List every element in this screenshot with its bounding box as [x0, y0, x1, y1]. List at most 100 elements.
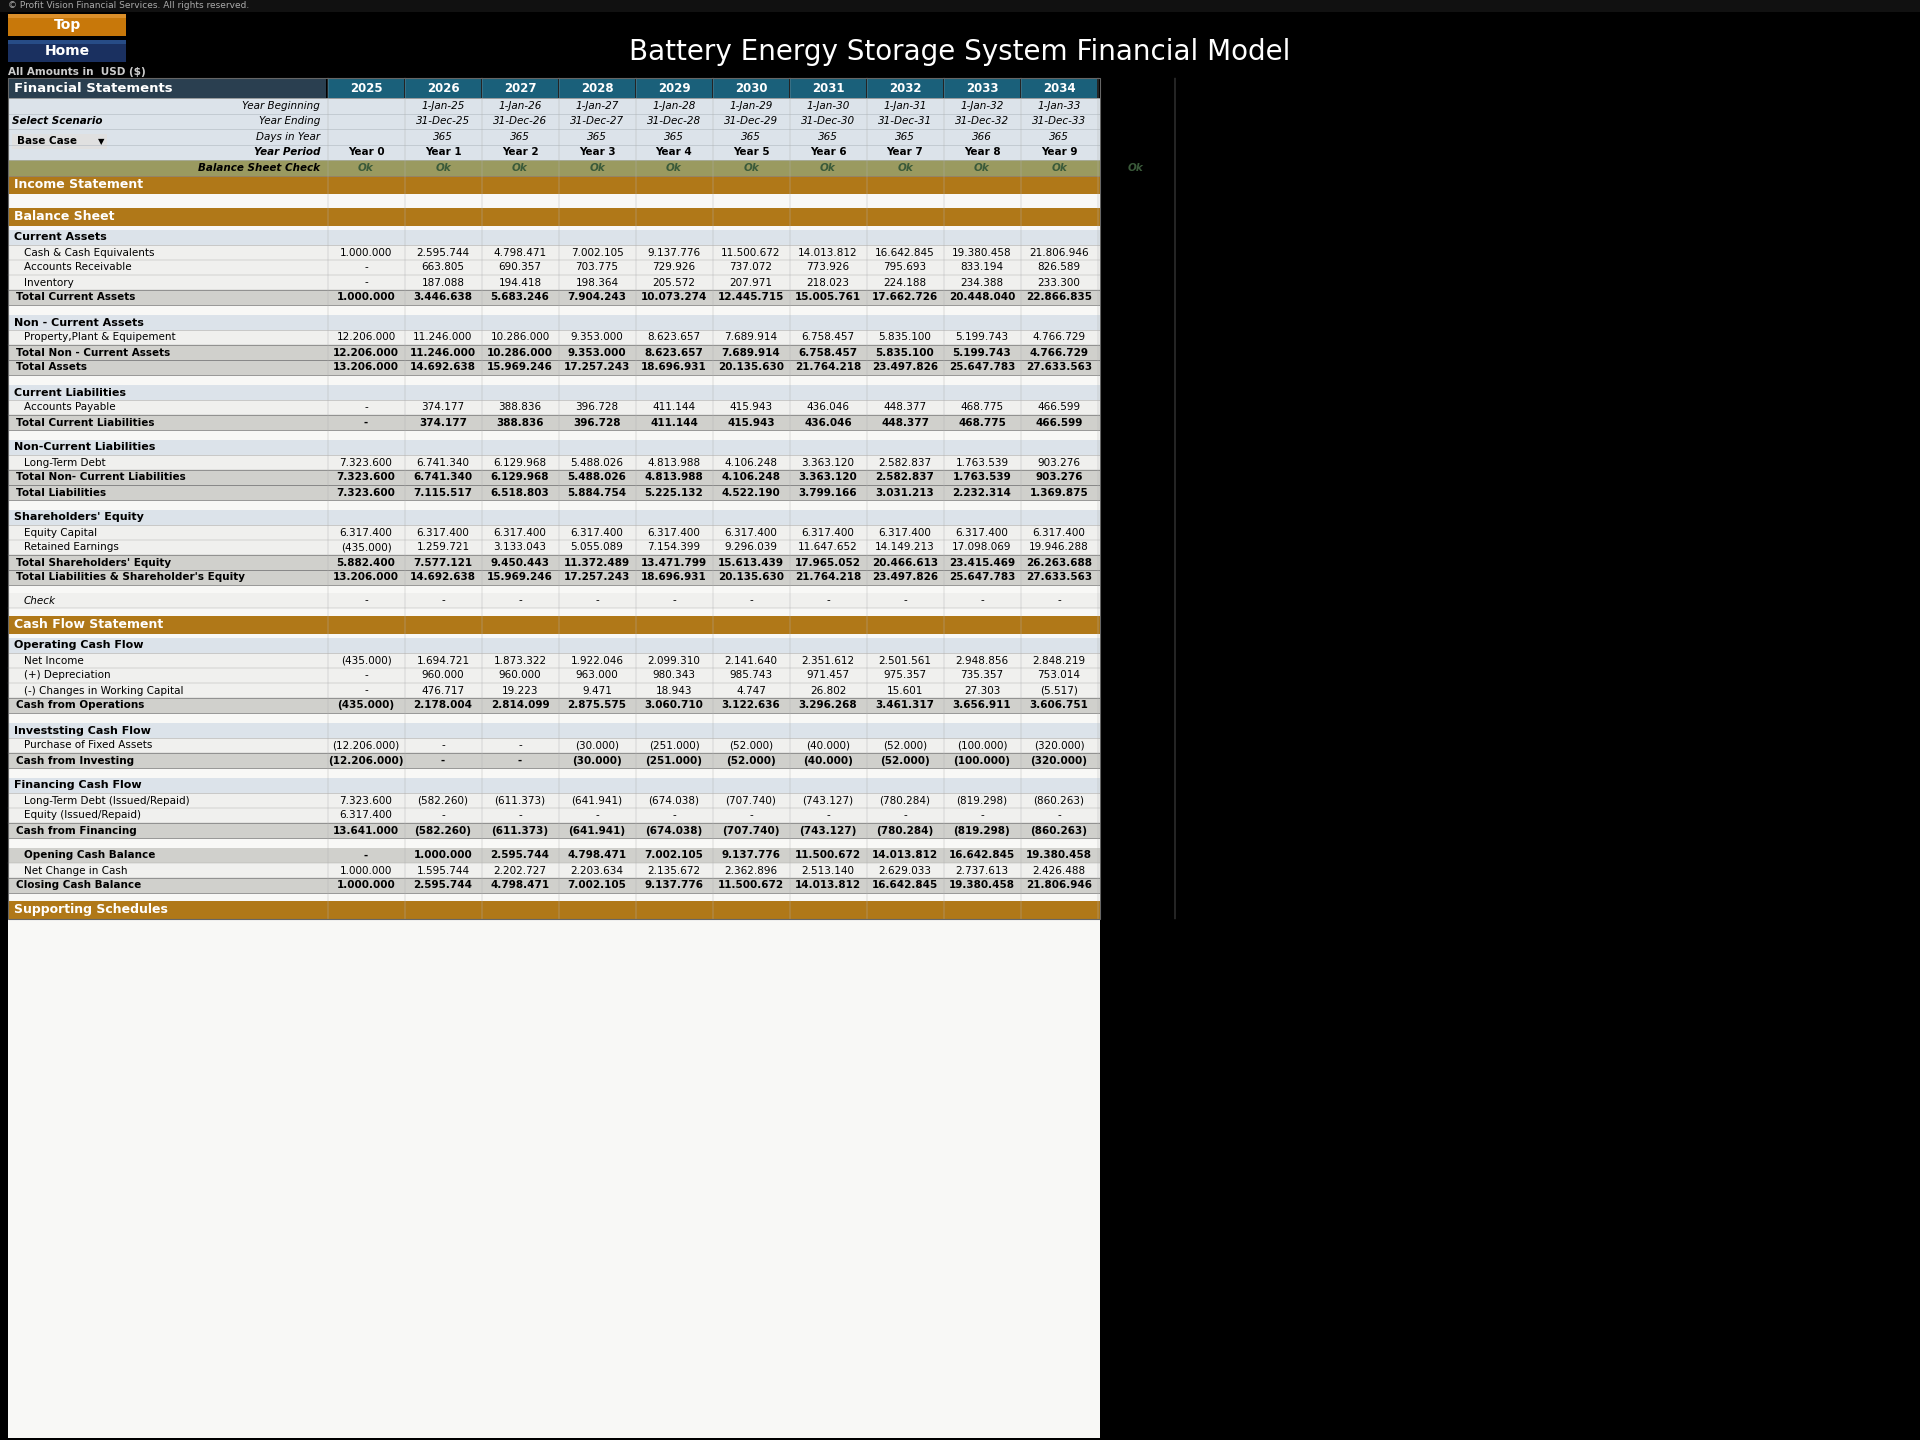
- Text: Total Non- Current Liabilities: Total Non- Current Liabilities: [15, 472, 186, 482]
- Bar: [8, 374, 1100, 384]
- Text: (40.000): (40.000): [806, 740, 851, 750]
- Text: Shareholders' Equity: Shareholders' Equity: [13, 513, 144, 523]
- Text: 3.363.120: 3.363.120: [801, 458, 854, 468]
- Text: Investsting Cash Flow: Investsting Cash Flow: [13, 726, 152, 736]
- Text: 737.072: 737.072: [730, 262, 772, 272]
- Text: -: -: [1135, 458, 1139, 468]
- Text: Closing Cash Balance: Closing Cash Balance: [15, 880, 142, 890]
- Text: 6.317.400: 6.317.400: [417, 527, 468, 537]
- Bar: [712, 78, 789, 98]
- Text: 194.418: 194.418: [499, 278, 541, 288]
- Text: 25.647.783: 25.647.783: [948, 573, 1016, 583]
- Text: © Profit Vision Financial Services. All rights reserved.: © Profit Vision Financial Services. All …: [8, 1, 250, 10]
- Text: 4.813.988: 4.813.988: [647, 458, 701, 468]
- Bar: [8, 207, 1100, 226]
- Text: 21.806.946: 21.806.946: [1025, 880, 1092, 890]
- Bar: [8, 668, 1100, 683]
- Text: Ok: Ok: [513, 163, 528, 173]
- Text: Total Current Liabilities: Total Current Liabilities: [15, 418, 154, 428]
- Text: 5.199.743: 5.199.743: [952, 347, 1012, 357]
- Text: 22.866.835: 22.866.835: [1025, 292, 1092, 302]
- Text: 365: 365: [434, 131, 453, 141]
- Text: 19.380.458: 19.380.458: [952, 248, 1012, 258]
- Text: 6.129.968: 6.129.968: [492, 472, 549, 482]
- Text: 2.814.099: 2.814.099: [492, 700, 549, 710]
- Text: 9.137.776: 9.137.776: [645, 880, 703, 890]
- Bar: [8, 455, 1100, 469]
- Text: Supporting Schedules: Supporting Schedules: [13, 903, 167, 916]
- Text: 3.446.638: 3.446.638: [413, 292, 472, 302]
- Text: 8.623.657: 8.623.657: [647, 333, 701, 343]
- Text: 415.943: 415.943: [730, 403, 772, 412]
- Text: 6.317.400: 6.317.400: [801, 527, 854, 537]
- Text: 26.802: 26.802: [810, 685, 847, 696]
- Text: (52.000): (52.000): [883, 740, 927, 750]
- Bar: [8, 901, 1100, 919]
- Bar: [8, 384, 1100, 400]
- Text: (100.000): (100.000): [956, 740, 1008, 750]
- Text: 3.119.985: 3.119.985: [1110, 655, 1164, 665]
- Text: 4.106.248: 4.106.248: [722, 472, 781, 482]
- Text: 903.276: 903.276: [1035, 472, 1083, 482]
- Text: 8.623.657: 8.623.657: [645, 347, 703, 357]
- Text: 21.806.946: 21.806.946: [1029, 248, 1089, 258]
- Text: 31-Dec-28: 31-Dec-28: [647, 117, 701, 127]
- Text: -: -: [749, 596, 753, 605]
- Text: 17.965.052: 17.965.052: [795, 557, 860, 567]
- Text: (903.276): (903.276): [1108, 825, 1165, 835]
- Text: 980.343: 980.343: [653, 671, 695, 681]
- Text: (707.740): (707.740): [726, 795, 776, 805]
- Text: 234.388: 234.388: [960, 278, 1004, 288]
- Text: 6.317.400: 6.317.400: [879, 527, 931, 537]
- Text: 19.380.458: 19.380.458: [948, 880, 1016, 890]
- Text: Year 6: Year 6: [810, 147, 847, 157]
- Text: 4.106.248: 4.106.248: [724, 458, 778, 468]
- Bar: [8, 768, 1100, 778]
- Text: Select Scenario: Select Scenario: [12, 117, 102, 127]
- Text: Non - Current Assets: Non - Current Assets: [13, 317, 144, 327]
- Text: Year 4: Year 4: [655, 147, 693, 157]
- Text: 468.775: 468.775: [958, 418, 1006, 428]
- Bar: [8, 526, 1100, 540]
- Text: 436.046: 436.046: [804, 418, 852, 428]
- Text: -: -: [365, 262, 369, 272]
- Text: 411.144: 411.144: [651, 418, 699, 428]
- Text: 25.647.783: 25.647.783: [948, 363, 1016, 373]
- Text: 3.606.751: 3.606.751: [1029, 700, 1089, 710]
- Text: Top: Top: [54, 17, 81, 32]
- Bar: [8, 540, 1100, 554]
- Text: Home: Home: [44, 45, 90, 58]
- Bar: [8, 400, 1100, 415]
- Text: 365: 365: [818, 131, 837, 141]
- Text: (251.000): (251.000): [645, 756, 703, 766]
- Text: Year 8: Year 8: [964, 147, 1000, 157]
- Text: 10.286.000: 10.286.000: [488, 347, 553, 357]
- Text: (674.038): (674.038): [649, 795, 699, 805]
- Text: Total Liabilities & Shareholder's Equity: Total Liabilities & Shareholder's Equity: [15, 573, 246, 583]
- Text: 366: 366: [972, 131, 993, 141]
- Bar: [945, 78, 1020, 98]
- Text: 4.798.471: 4.798.471: [568, 851, 626, 861]
- Text: 23.066.273: 23.066.273: [1106, 543, 1165, 553]
- Text: 11.372.489: 11.372.489: [564, 557, 630, 567]
- Text: 1.000.000: 1.000.000: [413, 851, 472, 861]
- Text: 218.023: 218.023: [806, 278, 849, 288]
- Text: 690.357: 690.357: [499, 262, 541, 272]
- Text: 971.457: 971.457: [806, 671, 849, 681]
- Text: 6.741.340: 6.741.340: [417, 458, 470, 468]
- Text: 5.225.132: 5.225.132: [645, 488, 703, 497]
- Text: 1.259.721: 1.259.721: [417, 543, 470, 553]
- Text: Year 0: Year 0: [348, 147, 384, 157]
- Text: 13.206.000: 13.206.000: [332, 363, 399, 373]
- Text: 4.766.729: 4.766.729: [1029, 347, 1089, 357]
- Text: 466.599: 466.599: [1037, 403, 1081, 412]
- Text: 205.572: 205.572: [653, 278, 695, 288]
- Text: (30.000): (30.000): [572, 756, 622, 766]
- Text: 31-Dec-31: 31-Dec-31: [877, 117, 931, 127]
- Text: Year Period: Year Period: [253, 147, 321, 157]
- Text: 198.364: 198.364: [576, 278, 618, 288]
- Bar: [789, 78, 866, 98]
- Text: Year 2: Year 2: [501, 147, 538, 157]
- Bar: [8, 878, 1100, 893]
- Text: 5.488.026: 5.488.026: [570, 458, 624, 468]
